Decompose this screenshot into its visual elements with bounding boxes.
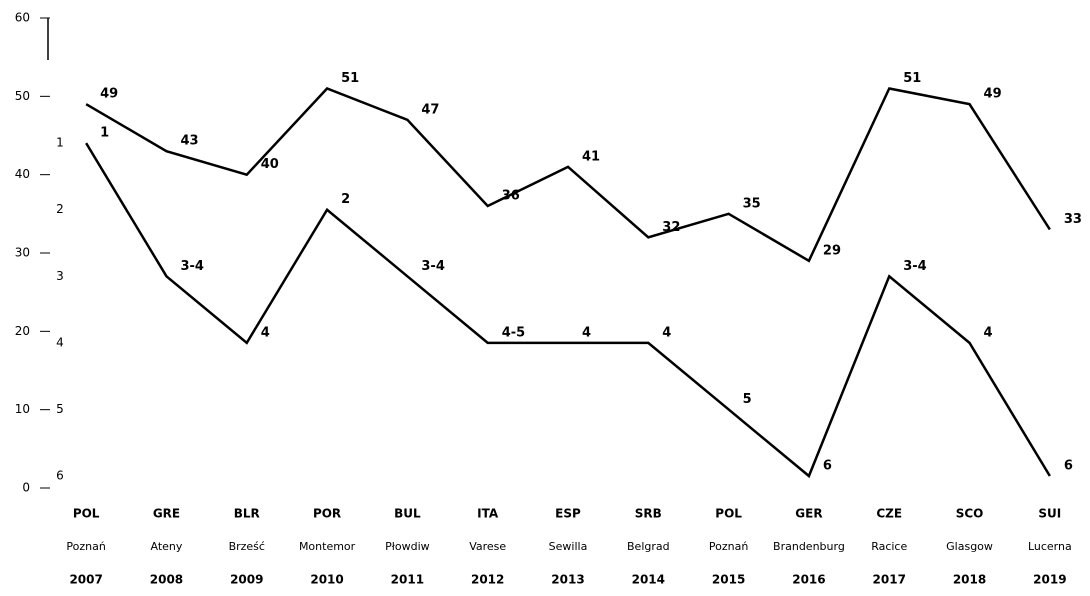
- x-year-label: 2016: [792, 573, 825, 587]
- data-label: 6: [1064, 459, 1073, 474]
- x-city-label: Brześć: [229, 540, 265, 553]
- x-tick-label: POR: [313, 507, 341, 521]
- x-tick-label: GRE: [153, 507, 180, 521]
- data-label: 33: [1064, 212, 1082, 227]
- x-tick-label: SUI: [1038, 507, 1061, 521]
- x-year-label: 2009: [230, 573, 263, 587]
- x-tick-label: CZE: [876, 507, 902, 521]
- x-city-label: Poznań: [709, 540, 748, 553]
- data-label: 4-5: [502, 325, 526, 340]
- data-label: 1: [100, 126, 109, 141]
- data-label: 4: [261, 325, 270, 340]
- data-label: 32: [662, 220, 680, 235]
- x-year-label: 2019: [1033, 573, 1066, 587]
- x-year-label: 2015: [712, 573, 745, 587]
- y-tick-label: 30: [15, 246, 30, 260]
- x-tick-label: POL: [715, 507, 742, 521]
- data-label: 49: [100, 87, 118, 102]
- data-label: 3-4: [180, 259, 204, 274]
- y-tick-label: 0: [22, 481, 30, 495]
- data-label: 4: [582, 325, 591, 340]
- data-label: 5: [743, 392, 752, 407]
- y2-tick-label: 5: [56, 402, 64, 416]
- x-city-label: Lucerna: [1028, 540, 1072, 553]
- x-tick-label: POL: [73, 507, 100, 521]
- x-city-label: Belgrad: [627, 540, 670, 553]
- y-tick-label: 20: [15, 324, 30, 338]
- data-label: 35: [743, 196, 761, 211]
- x-year-label: 2014: [632, 573, 665, 587]
- data-label: 51: [341, 71, 359, 86]
- x-city-label: Ateny: [151, 540, 183, 553]
- x-year-label: 2008: [150, 573, 183, 587]
- x-tick-label: GER: [795, 507, 822, 521]
- x-year-label: 2012: [471, 573, 504, 587]
- x-year-label: 2011: [391, 573, 424, 587]
- x-tick-label: BUL: [394, 507, 421, 521]
- data-label: 36: [502, 189, 520, 204]
- data-label: 4: [662, 325, 671, 340]
- data-label: 47: [421, 102, 439, 117]
- data-label: 6: [823, 459, 832, 474]
- data-label: 3-4: [421, 259, 445, 274]
- x-city-label: Glasgow: [946, 540, 993, 553]
- x-year-label: 2017: [873, 573, 906, 587]
- y2-tick-label: 2: [56, 202, 64, 216]
- x-tick-label: SCO: [956, 507, 984, 521]
- data-label: 3-4: [903, 259, 927, 274]
- data-label: 41: [582, 149, 600, 164]
- x-city-label: Sewilla: [549, 540, 588, 553]
- y2-tick-label: 3: [56, 269, 64, 283]
- line: [85, 142, 1051, 479]
- data-label: 49: [984, 87, 1002, 102]
- data-label: 51: [903, 71, 921, 86]
- y2-tick-label: 6: [56, 469, 64, 483]
- x-year-label: 2018: [953, 573, 986, 587]
- x-city-label: Brandenburg: [773, 540, 845, 553]
- data-label: 29: [823, 243, 841, 258]
- x-tick-label: SRB: [635, 507, 662, 521]
- x-year-label: 2013: [551, 573, 584, 587]
- data-label: 2: [341, 192, 350, 207]
- x-year-label: 2010: [310, 573, 343, 587]
- y2-tick-label: 4: [56, 335, 64, 349]
- x-city-label: Płowdiw: [385, 540, 430, 553]
- x-city-label: Racice: [871, 540, 907, 553]
- x-tick-label: BLR: [234, 507, 260, 521]
- x-city-label: Montemor: [299, 540, 356, 553]
- x-city-label: Varese: [469, 540, 506, 553]
- x-year-label: 2007: [69, 573, 102, 587]
- y2-tick-label: 1: [56, 136, 64, 150]
- y-tick-label: 40: [15, 167, 30, 181]
- data-label: 43: [180, 134, 198, 149]
- y-tick-label: 50: [15, 89, 30, 103]
- y-tick-label: 60: [15, 11, 30, 25]
- x-city-label: Poznań: [66, 540, 105, 553]
- y-tick-label: 10: [15, 402, 30, 416]
- line: [85, 87, 1051, 263]
- x-tick-label: ITA: [477, 507, 499, 521]
- data-label: 4: [984, 325, 993, 340]
- data-label: 40: [261, 157, 279, 172]
- x-tick-label: ESP: [555, 507, 581, 521]
